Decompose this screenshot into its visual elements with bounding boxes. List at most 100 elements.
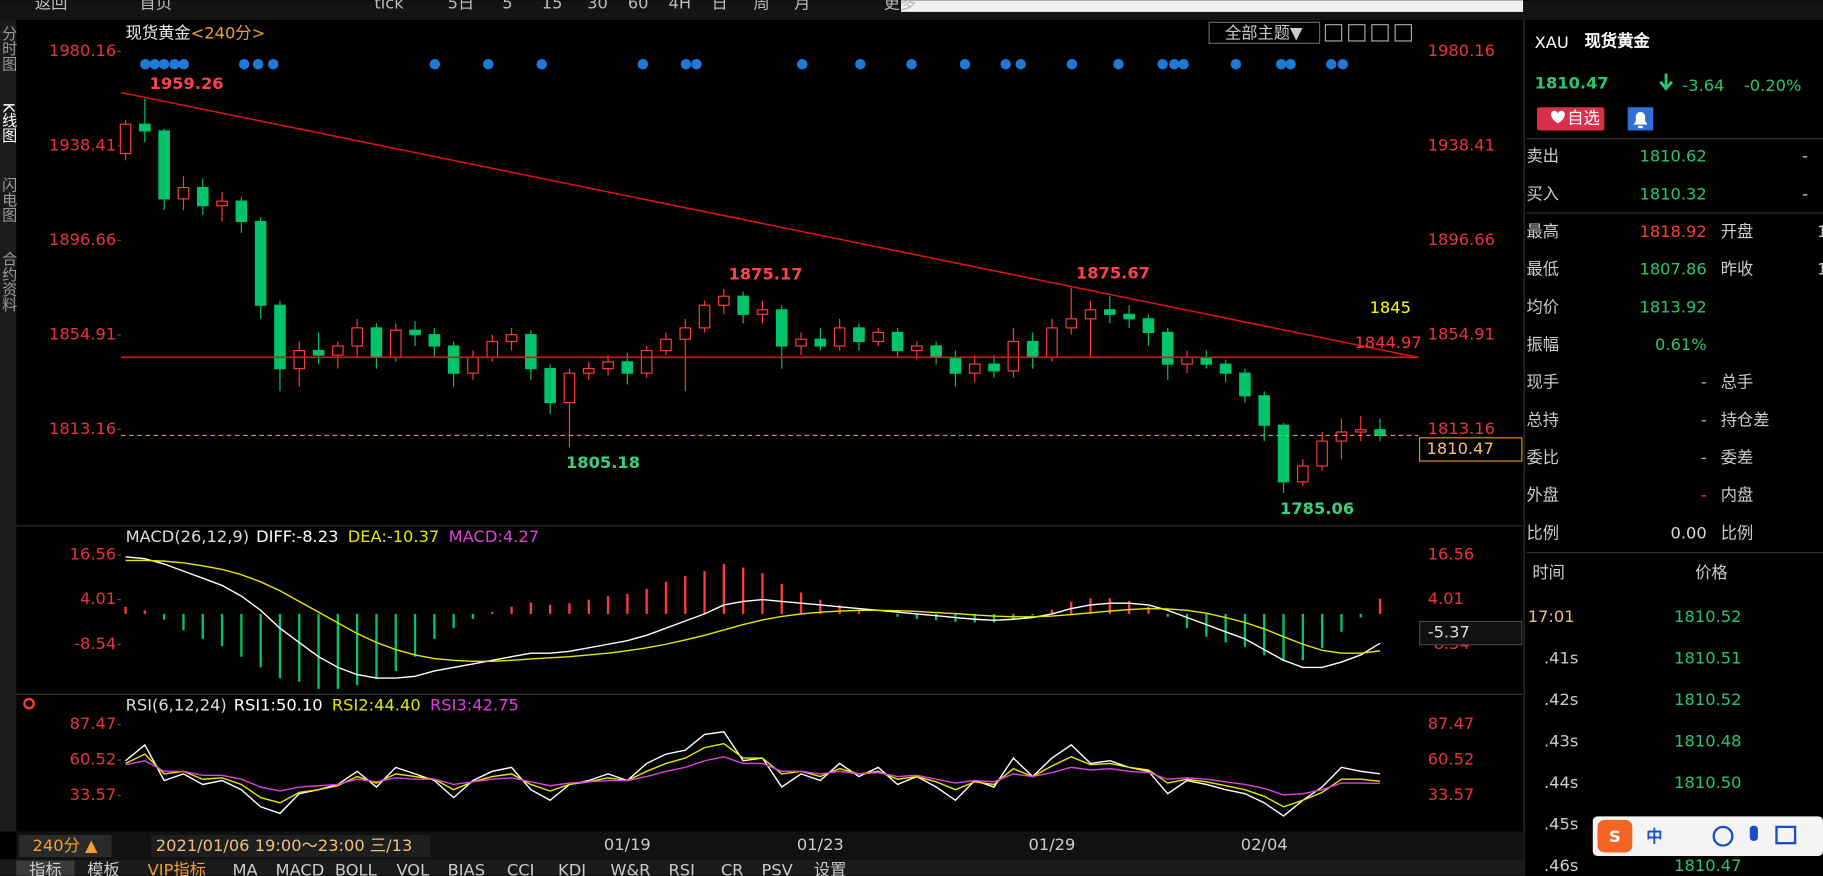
ime-mode[interactable]: 中 — [1646, 827, 1662, 846]
event-dot[interactable] — [680, 58, 692, 70]
tab[interactable]: BOLL — [335, 861, 377, 876]
tab[interactable]: PSV — [762, 861, 793, 876]
event-dot[interactable] — [536, 58, 548, 70]
theme-menu[interactable] — [1208, 21, 1321, 44]
tab[interactable]: CR — [721, 861, 744, 876]
sidebar-tab[interactable]: K线图 — [0, 103, 18, 143]
ime-icon[interactable] — [1749, 825, 1758, 841]
toolbar-item[interactable]: 30 — [587, 0, 608, 12]
toolbar-item[interactable]: 周 — [753, 0, 769, 12]
event-dot[interactable] — [1000, 58, 1011, 70]
icon[interactable] — [1394, 24, 1413, 42]
toolbar-item[interactable]: tick — [374, 0, 404, 12]
y-tick-label: 60.52 — [1428, 750, 1475, 769]
candle-body — [582, 368, 595, 374]
candle-body — [660, 338, 672, 352]
toolbar-item[interactable]: 日 — [712, 0, 728, 12]
legend-entry: RSI1:50.10 — [234, 695, 323, 714]
tab[interactable]: CCI — [507, 861, 535, 876]
event-dot[interactable] — [906, 58, 917, 70]
event-dot[interactable] — [1337, 58, 1349, 70]
period-button[interactable] — [18, 835, 112, 858]
extreme-label: 1875.67 — [1076, 263, 1150, 282]
toolbar-item[interactable]: 5 — [502, 0, 512, 12]
event-dot[interactable] — [140, 58, 151, 70]
current-price-label: 1810.47 — [1427, 439, 1494, 458]
candle-body — [833, 327, 846, 347]
candle-body — [389, 329, 402, 358]
y-tick-label: 1813.16 — [49, 419, 116, 438]
period-button-label[interactable]: 240分 ▲ — [33, 836, 98, 855]
event-dot[interactable] — [1066, 58, 1078, 70]
ime-icon[interactable] — [1712, 825, 1734, 847]
tab[interactable]: RSI — [669, 861, 695, 876]
y-tick-label: 60.52 — [70, 750, 117, 769]
event-dot[interactable] — [158, 58, 170, 70]
event-dot[interactable] — [1178, 58, 1189, 70]
tab[interactable]: 模板 — [87, 861, 120, 876]
tab[interactable]: BIAS — [448, 861, 485, 876]
toolbar-item[interactable]: 5日 — [448, 0, 475, 12]
event-dot[interactable] — [855, 58, 866, 70]
tab[interactable]: MACD — [276, 861, 325, 876]
event-dot[interactable] — [1157, 58, 1168, 70]
event-dot[interactable] — [1169, 58, 1180, 70]
event-dot[interactable] — [1325, 58, 1337, 70]
quote-label: 委比 — [1527, 448, 1560, 467]
tab-bar — [0, 859, 1525, 876]
tab[interactable]: KDJ — [558, 861, 586, 876]
quote-label: 开盘 — [1721, 222, 1754, 241]
toolbar-item[interactable]: 15 — [542, 0, 563, 12]
quote-value: 1818.92 — [1639, 222, 1706, 241]
event-dot[interactable] — [483, 58, 494, 70]
event-dot[interactable] — [252, 58, 264, 70]
tick-price: 1810.48 — [1674, 732, 1741, 751]
event-dot[interactable] — [169, 58, 180, 70]
event-dot[interactable] — [238, 58, 250, 70]
event-dot[interactable] — [959, 58, 971, 70]
event-dot[interactable] — [1113, 58, 1124, 70]
sidebar-tab[interactable]: 分时图 — [0, 26, 18, 72]
tab[interactable]: VOL — [396, 861, 429, 876]
tab[interactable]: MA — [233, 861, 258, 876]
toolbar-item[interactable]: 60 — [628, 0, 649, 12]
icon[interactable] — [1371, 24, 1389, 42]
icon[interactable] — [1324, 24, 1343, 42]
toolbar-item[interactable]: 返回 — [35, 0, 68, 12]
quote-value: - — [1701, 410, 1707, 429]
y-tick-label: 4.01 — [1428, 589, 1464, 608]
fav-label[interactable]: 自选 — [1567, 108, 1600, 127]
event-dot[interactable] — [178, 58, 189, 70]
sidebar-tab[interactable]: 闪电图 — [0, 177, 18, 223]
toolbar-item[interactable]: 月 — [794, 0, 810, 12]
event-dot[interactable] — [796, 58, 808, 70]
ime-icon[interactable] — [1775, 825, 1797, 845]
event-dot[interactable] — [267, 58, 279, 70]
event-dot[interactable] — [429, 58, 441, 70]
candle-body — [679, 327, 692, 340]
event-dot[interactable] — [149, 58, 160, 70]
icon[interactable] — [1348, 24, 1366, 42]
sidebar-tab[interactable]: 合约资料 — [0, 251, 18, 312]
rsi-icon[interactable] — [23, 697, 35, 710]
event-dot[interactable] — [1015, 58, 1027, 70]
candle-body — [332, 345, 344, 356]
event-dot[interactable] — [691, 58, 702, 70]
event-dot[interactable] — [1230, 58, 1242, 70]
event-dot[interactable] — [1285, 58, 1296, 70]
theme-menu-label[interactable]: 全部主题▼ — [1225, 23, 1303, 42]
candle-body — [428, 334, 441, 347]
candle-body — [891, 331, 904, 352]
tab[interactable]: VIP指标 — [148, 861, 206, 876]
ime-bar — [1592, 816, 1823, 856]
tab[interactable]: W&R — [610, 861, 650, 876]
toolbar-item[interactable]: 首页 — [140, 0, 173, 12]
toolbar-item[interactable]: 4H — [669, 0, 692, 12]
event-dot[interactable] — [637, 58, 649, 70]
tab[interactable]: 设置 — [814, 861, 847, 876]
tab[interactable]: 指标 — [29, 861, 62, 876]
event-dot[interactable] — [1275, 58, 1287, 70]
candle-body — [447, 345, 460, 374]
toolbar-item[interactable]: 更多 — [884, 0, 917, 12]
